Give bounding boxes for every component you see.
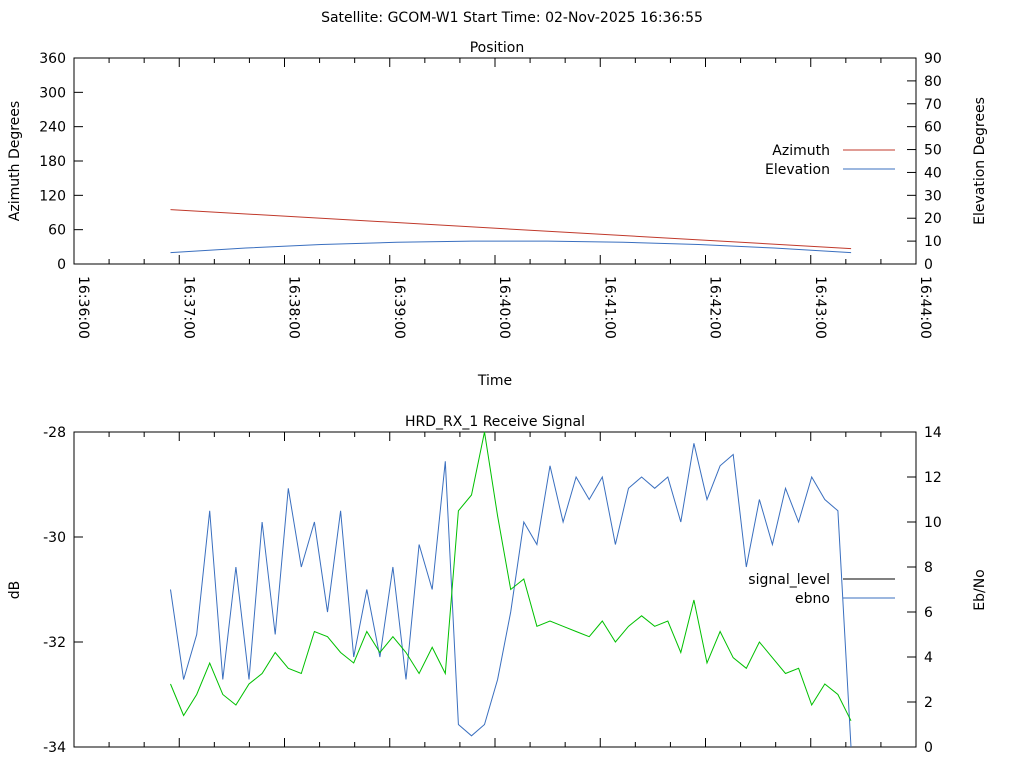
- y2-tick-label: 4: [924, 650, 933, 666]
- y2-tick-label: 10: [924, 234, 942, 250]
- y2-tick-label: 8: [924, 560, 933, 576]
- y2-tick-label: 0: [924, 257, 933, 273]
- db-ylabel: dB: [7, 581, 23, 600]
- y2-tick-label: 12: [924, 470, 942, 486]
- ebno-y2label: Eb/No: [972, 569, 988, 611]
- legend-label: signal_level: [748, 572, 830, 588]
- receive-signal-plot: HRD_RX_1 Receive Signal dB Eb/No -34 -32 -…: [7, 414, 988, 756]
- y-tick-label: 0: [57, 257, 66, 273]
- x-tick-label: 16:38:00: [286, 276, 302, 339]
- position-plot: Position Time Azimuth Degrees Elevation …: [7, 40, 988, 389]
- plot-border: [73, 431, 917, 748]
- elevation-y2label: Elevation Degrees: [972, 97, 988, 225]
- y2-tick-label: 70: [924, 97, 942, 113]
- y2-tick-label: 14: [924, 425, 942, 441]
- x-tick-label: 16:42:00: [707, 276, 723, 339]
- y-tick-label: 120: [39, 188, 66, 204]
- y2-tick-label: 20: [924, 211, 942, 227]
- position-xlabel: Time: [477, 373, 512, 389]
- legend-label: Elevation: [765, 162, 830, 178]
- x-tick-label: 16:36:00: [75, 276, 91, 339]
- y-tick-label: 180: [39, 154, 66, 170]
- y-tick-label: 240: [39, 120, 66, 136]
- x-tick-label: 16:39:00: [391, 276, 407, 339]
- y2-tick-label: 80: [924, 74, 942, 90]
- y-tick-label: -32: [43, 635, 66, 651]
- plot-border: [73, 57, 917, 265]
- y2-tick-label: 30: [924, 188, 942, 204]
- y2-tick-label: 40: [924, 165, 942, 181]
- y-tick-label: 60: [48, 223, 66, 239]
- y-tick-label: -30: [43, 530, 66, 546]
- y2-tick-label: 10: [924, 515, 942, 531]
- x-tick-label: 16:44:00: [917, 276, 933, 339]
- signal-title: HRD_RX_1 Receive Signal: [405, 414, 585, 430]
- y2-tick-label: 6: [924, 605, 933, 621]
- series-line-Elevation: [170, 240, 852, 254]
- position-title: Position: [470, 40, 525, 56]
- x-tick-label: 16:43:00: [812, 276, 828, 339]
- y-tick-label: 360: [39, 51, 66, 67]
- y-tick-label: -34: [43, 740, 66, 756]
- y2-tick-label: 50: [924, 143, 942, 159]
- y2-tick-label: 2: [924, 695, 933, 711]
- legend-label: ebno: [795, 591, 830, 607]
- figure-title: Satellite: GCOM-W1 Start Time: 02-Nov-20…: [321, 10, 703, 26]
- y2-tick-label: 90: [924, 51, 942, 67]
- series-line-ebno: [170, 443, 852, 748]
- series-line-unlabeled: [170, 431, 852, 722]
- y-tick-label: 300: [39, 85, 66, 101]
- x-tick-label: 16:37:00: [180, 276, 196, 339]
- legend-label: Azimuth: [772, 143, 830, 159]
- x-tick-label: 16:40:00: [496, 276, 512, 339]
- y2-tick-label: 60: [924, 120, 942, 136]
- x-tick-label: 16:41:00: [601, 276, 617, 339]
- azimuth-ylabel: Azimuth Degrees: [7, 101, 23, 221]
- series-line-Azimuth: [170, 209, 852, 250]
- y-tick-label: -28: [43, 425, 66, 441]
- y2-tick-label: 0: [924, 740, 933, 756]
